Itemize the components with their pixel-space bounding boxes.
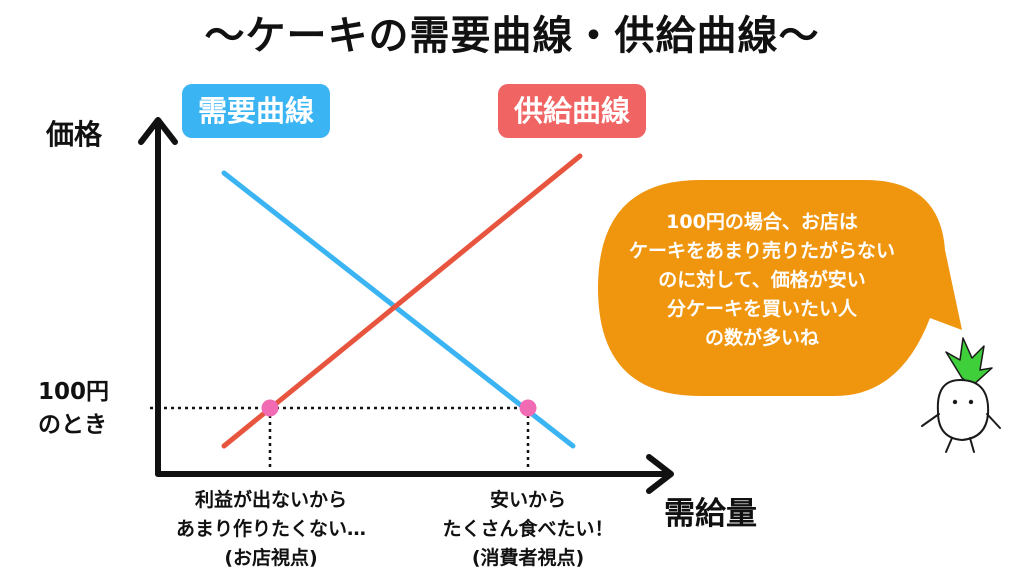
bubble-line-5: の数が多いね: [704, 327, 819, 349]
consumer-caption: 安いから たくさん食べたい！ (消費者視点): [418, 486, 638, 573]
demand-curve-line: [221, 170, 576, 449]
consumer-caption-line2: たくさん食べたい！: [442, 518, 614, 540]
consumer-caption-line1: 安いから: [489, 489, 566, 511]
speech-bubble-text: 100円の場合、お店は ケーキをあまり売りたがらない のに対して、価格が安い 分…: [612, 208, 912, 353]
bubble-line-4: 分ケーキを買いたい人: [666, 298, 857, 320]
supplier-caption-line2: あまり作りたくない…: [175, 518, 366, 540]
supply-curve-line: [221, 153, 583, 449]
price-level-note: 100円 のとき: [38, 376, 142, 442]
demand-curve-label: 需要曲線: [182, 84, 330, 138]
bubble-line-1: 100円の場合、お店は: [666, 211, 858, 233]
y-axis-label: 価格: [46, 118, 103, 151]
consumer-caption-line3: (消費者視点): [471, 547, 585, 569]
price-note-line2: のとき: [38, 412, 107, 438]
bubble-line-2: ケーキをあまり売りたがらない: [628, 240, 895, 262]
supplier-caption: 利益が出ないから あまり作りたくない… (お店視点): [136, 486, 406, 573]
turnip-mascot-icon: [921, 337, 1001, 453]
bubble-line-3: のに対して、価格が安い: [658, 269, 866, 291]
y-axis: [138, 117, 178, 477]
supplier-caption-line3: (お店視点): [224, 547, 318, 569]
demand-point-marker: [519, 399, 537, 417]
supply-point-marker: [261, 399, 279, 417]
x-axis: [155, 454, 674, 494]
speech-bubble: [598, 180, 962, 396]
supplier-caption-line1: 利益が出ないから: [194, 489, 347, 511]
x-axis-label: 需給量: [664, 496, 757, 532]
price-note-line1: 100円: [38, 379, 110, 405]
supply-curve-label: 供給曲線: [498, 84, 646, 138]
page-title: 〜ケーキの需要曲線・供給曲線〜: [204, 13, 820, 59]
